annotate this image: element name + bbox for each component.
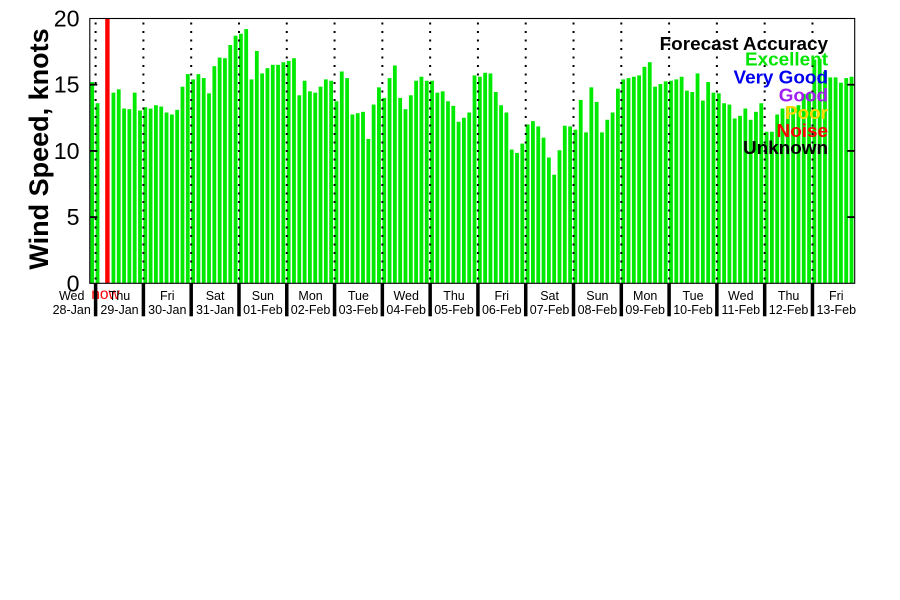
svg-text:01-Feb: 01-Feb bbox=[243, 303, 283, 317]
svg-text:06-Feb: 06-Feb bbox=[482, 303, 522, 317]
svg-text:10-Feb: 10-Feb bbox=[673, 303, 713, 317]
svg-text:Thu: Thu bbox=[109, 289, 131, 303]
svg-text:Unknown: Unknown bbox=[743, 138, 828, 159]
svg-text:11-Feb: 11-Feb bbox=[721, 303, 760, 317]
svg-text:Wed: Wed bbox=[393, 289, 419, 303]
svg-text:Wind Speed, knots: Wind Speed, knots bbox=[24, 28, 54, 269]
svg-text:Fri: Fri bbox=[495, 289, 510, 303]
svg-text:09-Feb: 09-Feb bbox=[625, 303, 665, 317]
svg-text:Mon: Mon bbox=[633, 289, 657, 303]
svg-text:now: now bbox=[91, 286, 120, 303]
svg-text:Tue: Tue bbox=[682, 289, 703, 303]
svg-text:07-Feb: 07-Feb bbox=[530, 303, 570, 317]
svg-text:Thu: Thu bbox=[778, 289, 800, 303]
svg-text:Sun: Sun bbox=[586, 289, 608, 303]
svg-text:29-Jan: 29-Jan bbox=[100, 303, 138, 317]
svg-text:Wed: Wed bbox=[59, 289, 85, 303]
svg-text:13-Feb: 13-Feb bbox=[816, 303, 856, 317]
svg-text:31-Jan: 31-Jan bbox=[196, 303, 234, 317]
svg-text:Wed: Wed bbox=[728, 289, 754, 303]
svg-text:02-Feb: 02-Feb bbox=[291, 303, 331, 317]
svg-text:20: 20 bbox=[54, 6, 80, 32]
svg-text:15: 15 bbox=[54, 72, 80, 98]
svg-text:Fri: Fri bbox=[160, 289, 175, 303]
svg-text:Sat: Sat bbox=[540, 289, 559, 303]
svg-text:08-Feb: 08-Feb bbox=[578, 303, 618, 317]
svg-text:Excellent: Excellent bbox=[745, 50, 829, 71]
svg-text:Thu: Thu bbox=[443, 289, 465, 303]
svg-text:04-Feb: 04-Feb bbox=[386, 303, 426, 317]
svg-text:Sat: Sat bbox=[206, 289, 225, 303]
svg-text:Poor: Poor bbox=[785, 103, 829, 124]
svg-text:Good: Good bbox=[779, 85, 828, 106]
svg-text:Sun: Sun bbox=[252, 289, 274, 303]
svg-text:Very Good: Very Good bbox=[734, 67, 828, 88]
svg-text:10: 10 bbox=[54, 138, 80, 164]
svg-text:28-Jan: 28-Jan bbox=[53, 303, 91, 317]
svg-text:5: 5 bbox=[67, 204, 80, 230]
svg-text:Mon: Mon bbox=[298, 289, 322, 303]
svg-text:Tue: Tue bbox=[348, 289, 369, 303]
svg-text:03-Feb: 03-Feb bbox=[339, 303, 379, 317]
svg-text:Forecast Accuracy: Forecast Accuracy bbox=[660, 34, 829, 55]
svg-text:30-Jan: 30-Jan bbox=[148, 303, 186, 317]
svg-text:Noise: Noise bbox=[777, 121, 828, 142]
svg-text:0: 0 bbox=[67, 270, 80, 296]
svg-text:05-Feb: 05-Feb bbox=[434, 303, 474, 317]
svg-text:Fri: Fri bbox=[829, 289, 844, 303]
svg-text:12-Feb: 12-Feb bbox=[769, 303, 809, 317]
